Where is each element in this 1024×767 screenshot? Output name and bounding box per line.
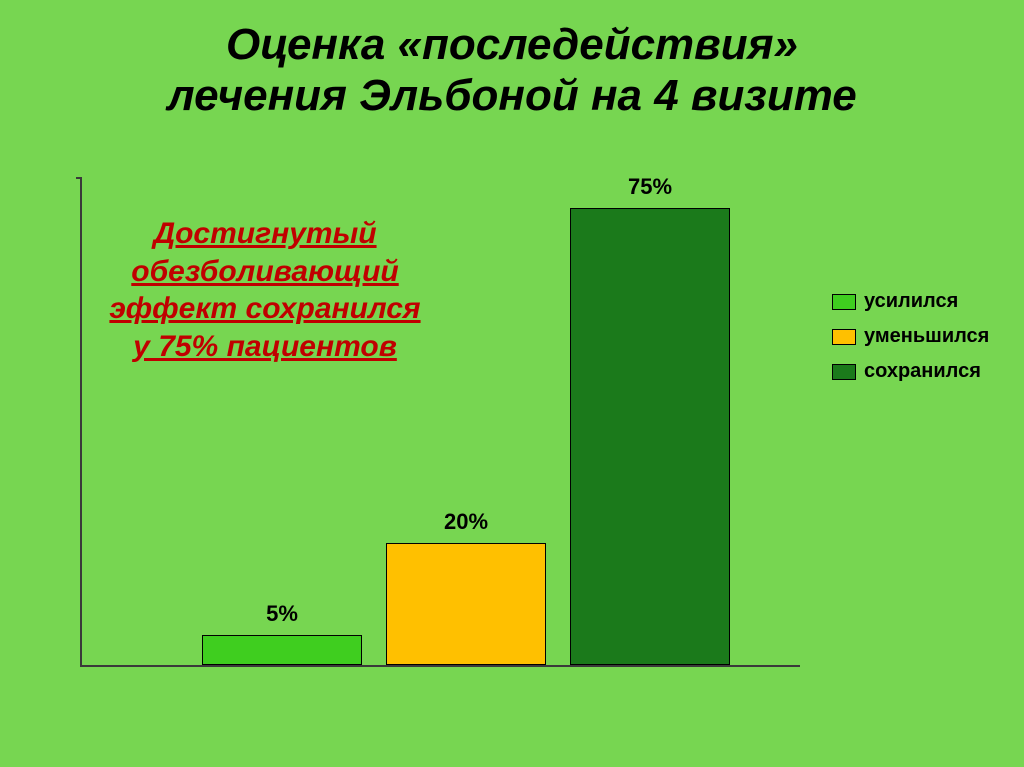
plot-area: 5% 20% 75% — [80, 177, 800, 667]
title-line-1: Оценка «последействия» — [226, 20, 798, 69]
legend: усилился уменьшился сохранился — [832, 290, 989, 395]
slide-title: Оценка «последействия» лечения Эльбоной … — [0, 20, 1024, 121]
slide: Оценка «последействия» лечения Эльбоной … — [0, 0, 1024, 767]
bar — [202, 635, 362, 666]
bar — [570, 208, 730, 666]
legend-item: усилился — [832, 290, 989, 313]
legend-label: усилился — [864, 290, 958, 313]
bar-chart: 5% 20% 75% — [80, 177, 800, 667]
bar — [386, 543, 546, 665]
legend-swatch — [832, 329, 856, 345]
bar-value-label: 75% — [570, 174, 730, 200]
legend-swatch — [832, 294, 856, 310]
legend-swatch — [832, 364, 856, 380]
legend-label: сохранился — [864, 360, 981, 383]
bar-value-label: 5% — [202, 601, 362, 627]
y-axis-tick — [76, 177, 82, 179]
legend-item: сохранился — [832, 360, 989, 383]
legend-label: уменьшился — [864, 325, 989, 348]
title-line-2: лечения Эльбоной на 4 визите — [167, 71, 856, 120]
legend-item: уменьшился — [832, 325, 989, 348]
bar-value-label: 20% — [386, 509, 546, 535]
